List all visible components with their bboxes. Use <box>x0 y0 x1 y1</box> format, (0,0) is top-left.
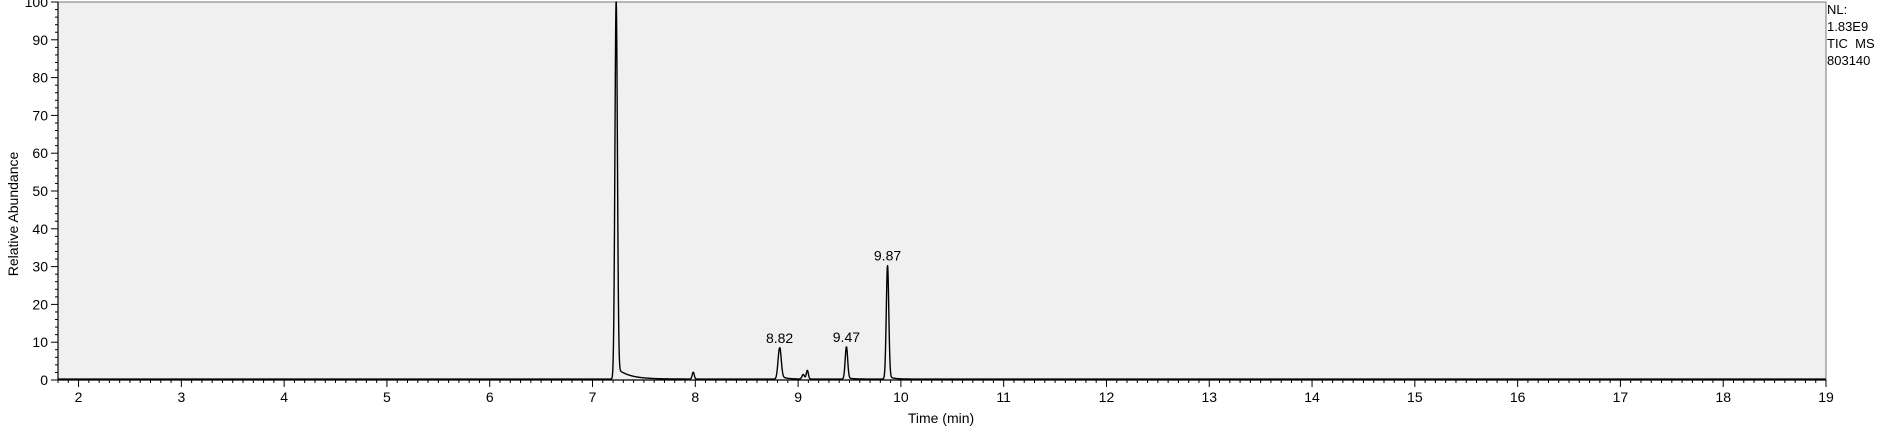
y-tick-label: 70 <box>32 107 48 123</box>
info-nl-label: NL: <box>1827 2 1847 17</box>
x-tick-label: 5 <box>383 389 391 405</box>
info-nl-value: 1.83E9 <box>1827 19 1868 34</box>
axis-ticks: 2 3 4 5 6 7 8 9 10 11 12 13 14 15 16 17 18 19 0 10 20 30 40 50 6… <box>25 0 1834 405</box>
peak-labels: 7.238.829.479.87 <box>766 248 901 346</box>
x-tick-label: 19 <box>1818 389 1834 405</box>
x-tick-label: 14 <box>1304 389 1320 405</box>
y-tick-label: 0 <box>40 372 48 388</box>
y-tick-label: 50 <box>32 183 48 199</box>
x-tick-label: 9 <box>794 389 802 405</box>
y-tick-label: 20 <box>32 296 48 312</box>
x-tick-label: 16 <box>1510 389 1526 405</box>
x-tick-label: 13 <box>1201 389 1217 405</box>
plot-area <box>57 1 1827 381</box>
chromatogram-trace <box>57 1 1827 380</box>
x-tick-label: 8 <box>691 389 699 405</box>
x-axis-label: Time (min) <box>908 410 974 426</box>
y-tick-label: 90 <box>32 32 48 48</box>
info-scan-type: TIC MS <box>1827 36 1875 51</box>
trace-layer <box>57 1 1827 380</box>
x-tick-label: 15 <box>1407 389 1423 405</box>
y-tick-label: 80 <box>32 70 48 86</box>
peak-label: 9.47 <box>833 329 860 345</box>
x-tick-label: 10 <box>893 389 909 405</box>
x-tick-label: 2 <box>75 389 83 405</box>
y-tick-label: 100 <box>25 0 49 10</box>
info-file-id: 803140 <box>1827 53 1870 68</box>
peak-label: 9.87 <box>874 248 901 264</box>
peak-label: 8.82 <box>766 330 793 346</box>
y-tick-label: 60 <box>32 145 48 161</box>
x-tick-label: 4 <box>280 389 288 405</box>
y-tick-label: 30 <box>32 259 48 275</box>
x-tick-label: 11 <box>996 389 1011 405</box>
x-tick-label: 18 <box>1715 389 1731 405</box>
y-tick-label: 40 <box>32 221 48 237</box>
x-tick-label: 17 <box>1613 389 1629 405</box>
x-tick-label: 6 <box>486 389 494 405</box>
x-tick-label: 3 <box>177 389 185 405</box>
axes <box>57 2 1826 381</box>
y-axis-label: Relative Abundance <box>5 152 21 277</box>
x-tick-label: 7 <box>589 389 597 405</box>
x-tick-label: 12 <box>1099 389 1115 405</box>
y-tick-label: 10 <box>32 334 48 350</box>
